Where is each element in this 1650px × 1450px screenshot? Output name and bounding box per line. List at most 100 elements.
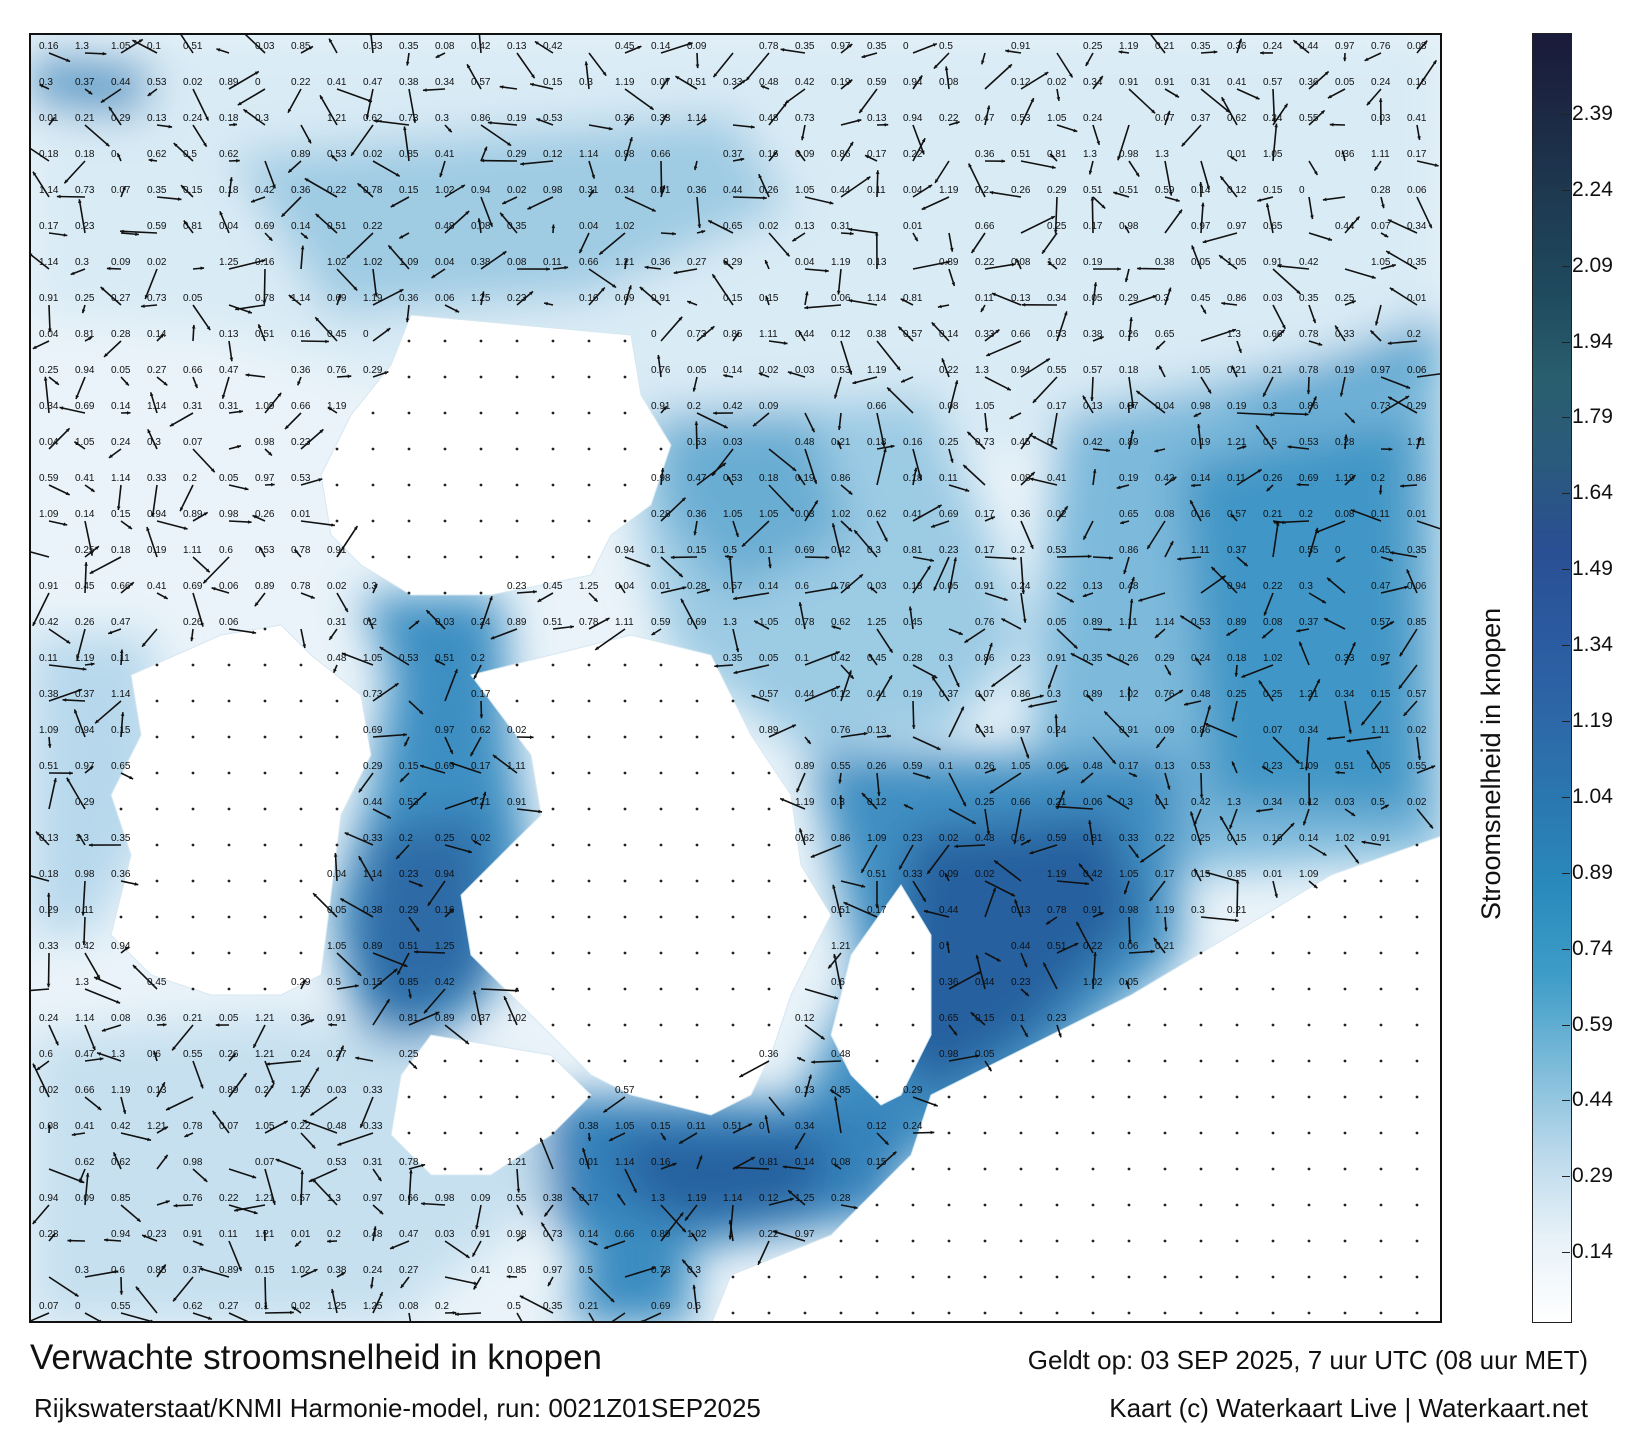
calm-dot <box>1127 1167 1131 1171</box>
speed-label: 0.69 <box>75 401 95 412</box>
arrow-head <box>584 61 589 66</box>
calm-dot <box>731 843 735 847</box>
arrow-head <box>470 752 474 757</box>
current-arrow <box>1020 694 1044 702</box>
current-arrow <box>1028 700 1058 708</box>
arrow-head <box>1166 110 1171 115</box>
calm-dot <box>587 915 591 919</box>
current-arrow <box>840 141 854 162</box>
arrow-head <box>1387 219 1392 223</box>
speed-label: 1.14 <box>723 1193 743 1204</box>
speed-label: 1.25 <box>867 617 887 628</box>
current-arrow <box>624 88 655 111</box>
speed-label: 0.23 <box>1047 1013 1067 1024</box>
speed-label: 0.19 <box>795 473 815 484</box>
calm-dot <box>1235 1311 1239 1315</box>
calm-dot <box>875 1239 879 1243</box>
speed-label: 1.19 <box>615 77 635 88</box>
speed-label: 0.42 <box>255 185 275 196</box>
speed-label: 0.06 <box>219 581 239 592</box>
west-shallows <box>31 635 171 935</box>
calm-dot <box>1271 1167 1275 1171</box>
current-arrow <box>132 39 158 54</box>
calm-dot <box>1271 915 1275 919</box>
speed-label: 0.51 <box>1083 185 1103 196</box>
speed-label: 1.05 <box>363 653 383 664</box>
speed-label: 0 <box>1335 545 1341 556</box>
speed-label: 0.33 <box>363 1121 383 1132</box>
arrow-head <box>859 109 863 113</box>
arrow-head <box>848 299 853 303</box>
speed-label: 0.05 <box>759 653 779 664</box>
calm-dot <box>839 1239 843 1243</box>
arrow-head <box>1351 300 1356 304</box>
colorbar-title-text: Stroomsnelheid in knopen <box>1476 607 1506 920</box>
speed-label: 0.91 <box>1047 653 1067 664</box>
arrow-head <box>465 211 470 215</box>
speed-label: 0.98 <box>651 473 671 484</box>
speed-label: 0.26 <box>759 185 779 196</box>
speed-label: 0.78 <box>651 1265 671 1276</box>
speed-label: 0.85 <box>111 1193 131 1204</box>
arrow-head <box>760 85 765 89</box>
arrow-head <box>1101 204 1106 209</box>
current-arrow <box>1164 209 1183 234</box>
speed-label: 0.85 <box>399 977 419 988</box>
arrow-head <box>964 639 969 643</box>
current-arrow <box>1287 445 1310 450</box>
arrow-head <box>951 282 956 286</box>
current-arrow <box>1128 376 1135 408</box>
current-arrow <box>372 733 408 738</box>
calm-dot <box>839 1023 843 1027</box>
speed-label: 0.06 <box>1047 761 1067 772</box>
speed-label: 0.42 <box>831 545 851 556</box>
speed-label: 0.44 <box>363 797 383 808</box>
arrow-head <box>1167 671 1171 676</box>
arrow-head <box>1129 317 1133 321</box>
current-arrow <box>912 124 925 155</box>
arrow-head <box>848 227 853 232</box>
speed-label: 0.94 <box>75 365 95 376</box>
speed-label: 0.42 <box>1299 257 1319 268</box>
arrow-head <box>955 121 960 125</box>
arrow-head <box>65 491 70 495</box>
current-arrow <box>768 102 788 126</box>
current-arrow <box>156 520 188 530</box>
arrow-head <box>399 289 404 293</box>
speed-label: 0.34 <box>1263 797 1283 808</box>
current-arrow <box>1277 265 1310 270</box>
current-arrow <box>466 63 482 90</box>
current-arrow <box>32 592 50 627</box>
current-arrow <box>31 253 50 270</box>
arrow-head <box>200 266 205 271</box>
arrow-head <box>88 337 93 341</box>
arrow-head <box>672 231 676 236</box>
calm-dot <box>479 1059 483 1063</box>
arrow-head <box>327 407 332 411</box>
arrow-head <box>1045 358 1050 362</box>
speed-label: 0.91 <box>1119 725 1139 736</box>
calm-dot <box>911 1167 915 1171</box>
arrow-head <box>1266 487 1271 492</box>
calm-dot <box>659 699 663 703</box>
arrow-head <box>956 682 960 687</box>
speed-label: 0.3 <box>1119 797 1133 808</box>
calm-dot <box>731 699 735 703</box>
speed-label: 0.47 <box>687 473 707 484</box>
arrow-head <box>477 218 482 223</box>
current-arrow <box>370 35 374 54</box>
current-arrow <box>784 88 806 105</box>
calm-dot <box>1091 1203 1095 1207</box>
speed-label: 0.91 <box>651 185 671 196</box>
speed-label: 0.91 <box>1011 41 1031 52</box>
speed-label: 0.85 <box>399 149 419 160</box>
land-north-west-island <box>320 314 672 596</box>
speed-label: 0.07 <box>255 1157 275 1168</box>
speed-label: 0.69 <box>183 581 203 592</box>
speed-label: 0.98 <box>219 509 239 520</box>
speed-label: 0.15 <box>1191 869 1211 880</box>
current-arrow <box>372 288 404 306</box>
current-speed-map[interactable]: 0.16 1.3 1.05 0.1 0.51 0.03 0.85 0.33 0.35 0.08 0.… <box>29 33 1442 1323</box>
speed-label: 0.94 <box>435 869 455 880</box>
arrow-head <box>90 662 95 666</box>
